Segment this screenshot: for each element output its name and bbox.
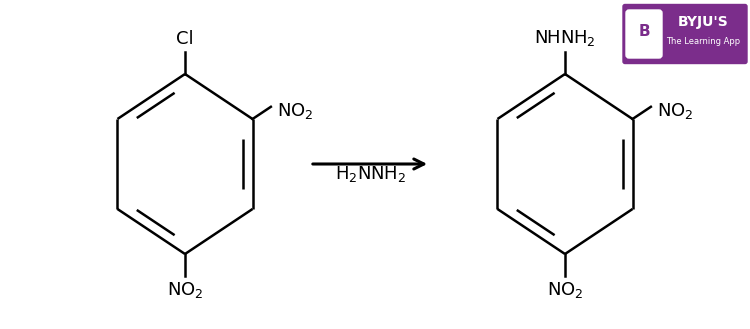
Text: NO$_2$: NO$_2$	[547, 280, 584, 300]
Text: NO$_2$: NO$_2$	[277, 101, 313, 121]
Text: BYJU'S: BYJU'S	[678, 15, 728, 29]
Text: NO$_2$: NO$_2$	[166, 280, 203, 300]
Text: NHNH$_2$: NHNH$_2$	[534, 28, 596, 48]
FancyBboxPatch shape	[623, 5, 747, 63]
Text: The Learning App: The Learning App	[666, 38, 740, 46]
Text: B: B	[638, 24, 650, 39]
Text: Cl: Cl	[176, 30, 194, 48]
FancyBboxPatch shape	[626, 10, 662, 58]
Text: NO$_2$: NO$_2$	[656, 101, 693, 121]
Text: H$_2$NNH$_2$: H$_2$NNH$_2$	[334, 164, 406, 184]
